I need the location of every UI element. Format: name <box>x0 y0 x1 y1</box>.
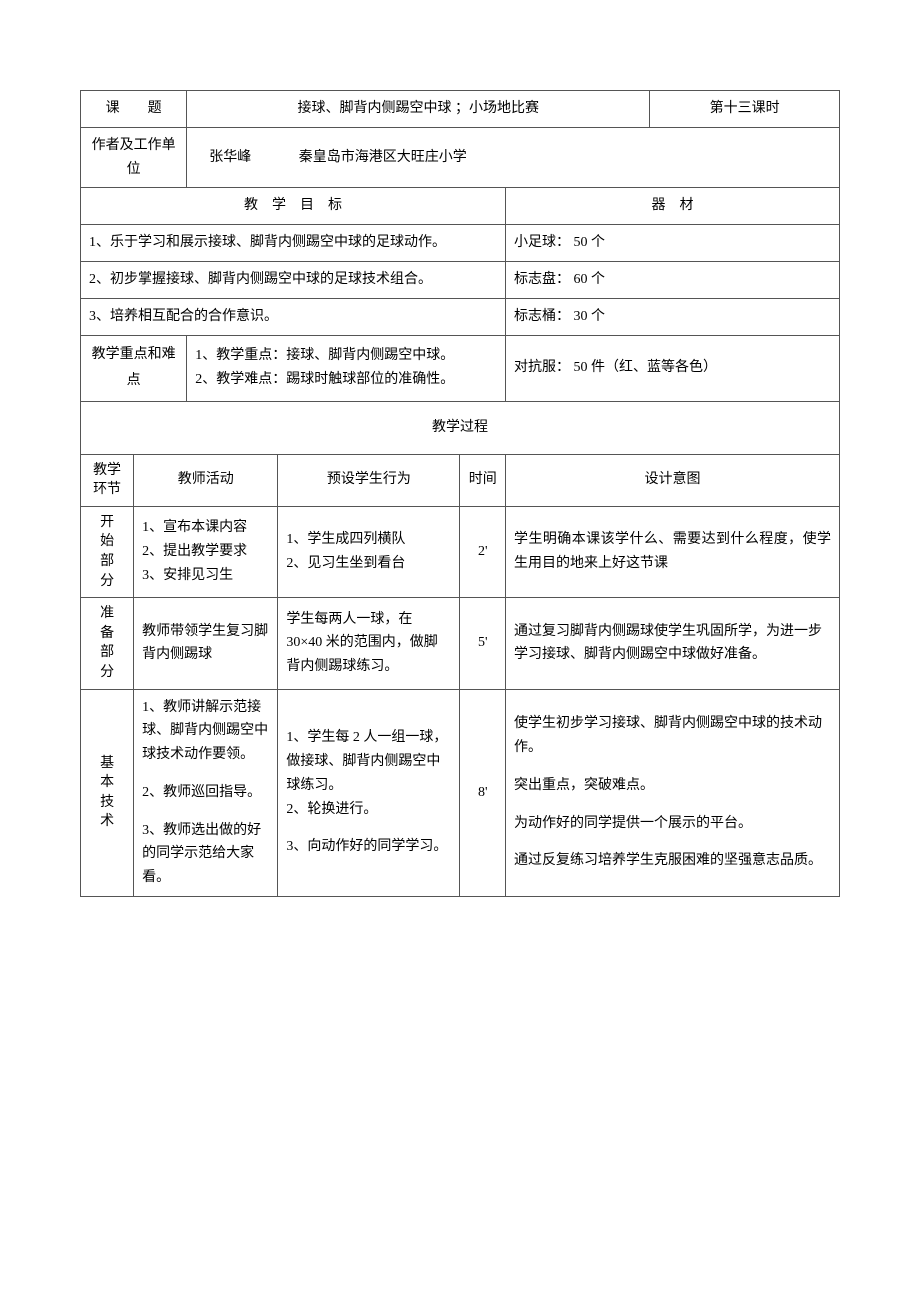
col-intent: 设计意图 <box>506 454 840 506</box>
focus-content: 1、教学重点：接球、脚背内侧踢空中球。 2、教学难点：踢球时触球部位的准确性。 <box>187 335 506 401</box>
intent-cell: 学生明确本课该学什么、需要达到什么程度，使学生用目的地来上好这节课 <box>506 506 840 597</box>
teacher-cell: 1、教师讲解示范接球、脚背内侧踢空中球技术动作要领。 2、教师巡回指导。 3、教… <box>134 689 278 897</box>
student-cell: 1、学生每 2 人一组一球，做接球、脚背内侧踢空中球练习。2、轮换进行。 3、向… <box>278 689 460 897</box>
author-name: 张华峰 <box>195 146 265 170</box>
table-row: 准备部分 教师带领学生复习脚背内侧踢球 学生每两人一球，在 30×40 米的范围… <box>81 598 840 689</box>
title-value: 接球、脚背内侧踢空中球 ；小场地比赛 <box>187 91 650 128</box>
objective-item: 2、初步掌握接球、脚背内侧踢空中球的足球技术组合。 <box>81 261 506 298</box>
title-label: 课 题 <box>81 91 187 128</box>
objectives-label: 教 学 目 标 <box>81 188 506 225</box>
segment-cell: 准备部分 <box>81 598 134 689</box>
table-row: 开始部分 1、宣布本课内容2、提出教学要求3、安排见习生 1、学生成四列横队2、… <box>81 506 840 597</box>
lesson-plan-table: 课 题 接球、脚背内侧踢空中球 ；小场地比赛 第十三课时 作者及工作单位 张华峰… <box>80 90 840 897</box>
author-unit: 秦皇岛市海港区大旺庄小学 <box>299 150 467 165</box>
segment-cell: 开始部分 <box>81 506 134 597</box>
intent-cell: 使学生初步学习接球、脚背内侧踢空中球的技术动作。 突出重点，突破难点。 为动作好… <box>506 689 840 897</box>
col-student: 预设学生行为 <box>278 454 460 506</box>
segment-cell: 基本技术 <box>81 689 134 897</box>
intent-cell: 通过复习脚背内侧踢球使学生巩固所学，为进一步学习接球、脚背内侧踢空中球做好准备。 <box>506 598 840 689</box>
teacher-cell: 教师带领学生复习脚背内侧踢球 <box>134 598 278 689</box>
student-cell: 1、学生成四列横队2、见习生坐到看台 <box>278 506 460 597</box>
objective-item: 3、培养相互配合的合作意识。 <box>81 298 506 335</box>
equipment-item: 小足球： 50 个 <box>506 225 840 262</box>
col-time: 时间 <box>460 454 506 506</box>
teacher-cell: 1、宣布本课内容2、提出教学要求3、安排见习生 <box>134 506 278 597</box>
process-label: 教学过程 <box>81 401 840 454</box>
lesson-number: 第十三课时 <box>650 91 840 128</box>
objective-item: 1、乐于学习和展示接球、脚背内侧踢空中球的足球动作。 <box>81 225 506 262</box>
time-cell: 8' <box>460 689 506 897</box>
author-label: 作者及工作单位 <box>81 127 187 188</box>
col-teacher: 教师活动 <box>134 454 278 506</box>
equipment-item: 标志盘： 60 个 <box>506 261 840 298</box>
col-segment: 教学环节 <box>81 454 134 506</box>
equipment-item: 对抗服： 50 件（红、蓝等各色） <box>506 335 840 401</box>
time-cell: 2' <box>460 506 506 597</box>
student-cell: 学生每两人一球，在 30×40 米的范围内，做脚背内侧踢球练习。 <box>278 598 460 689</box>
author-value: 张华峰 秦皇岛市海港区大旺庄小学 <box>187 127 840 188</box>
equipment-item: 标志桶： 30 个 <box>506 298 840 335</box>
equipment-label: 器 材 <box>506 188 840 225</box>
table-row: 基本技术 1、教师讲解示范接球、脚背内侧踢空中球技术动作要领。 2、教师巡回指导… <box>81 689 840 897</box>
time-cell: 5' <box>460 598 506 689</box>
focus-label: 教学重点和难点 <box>81 335 187 401</box>
